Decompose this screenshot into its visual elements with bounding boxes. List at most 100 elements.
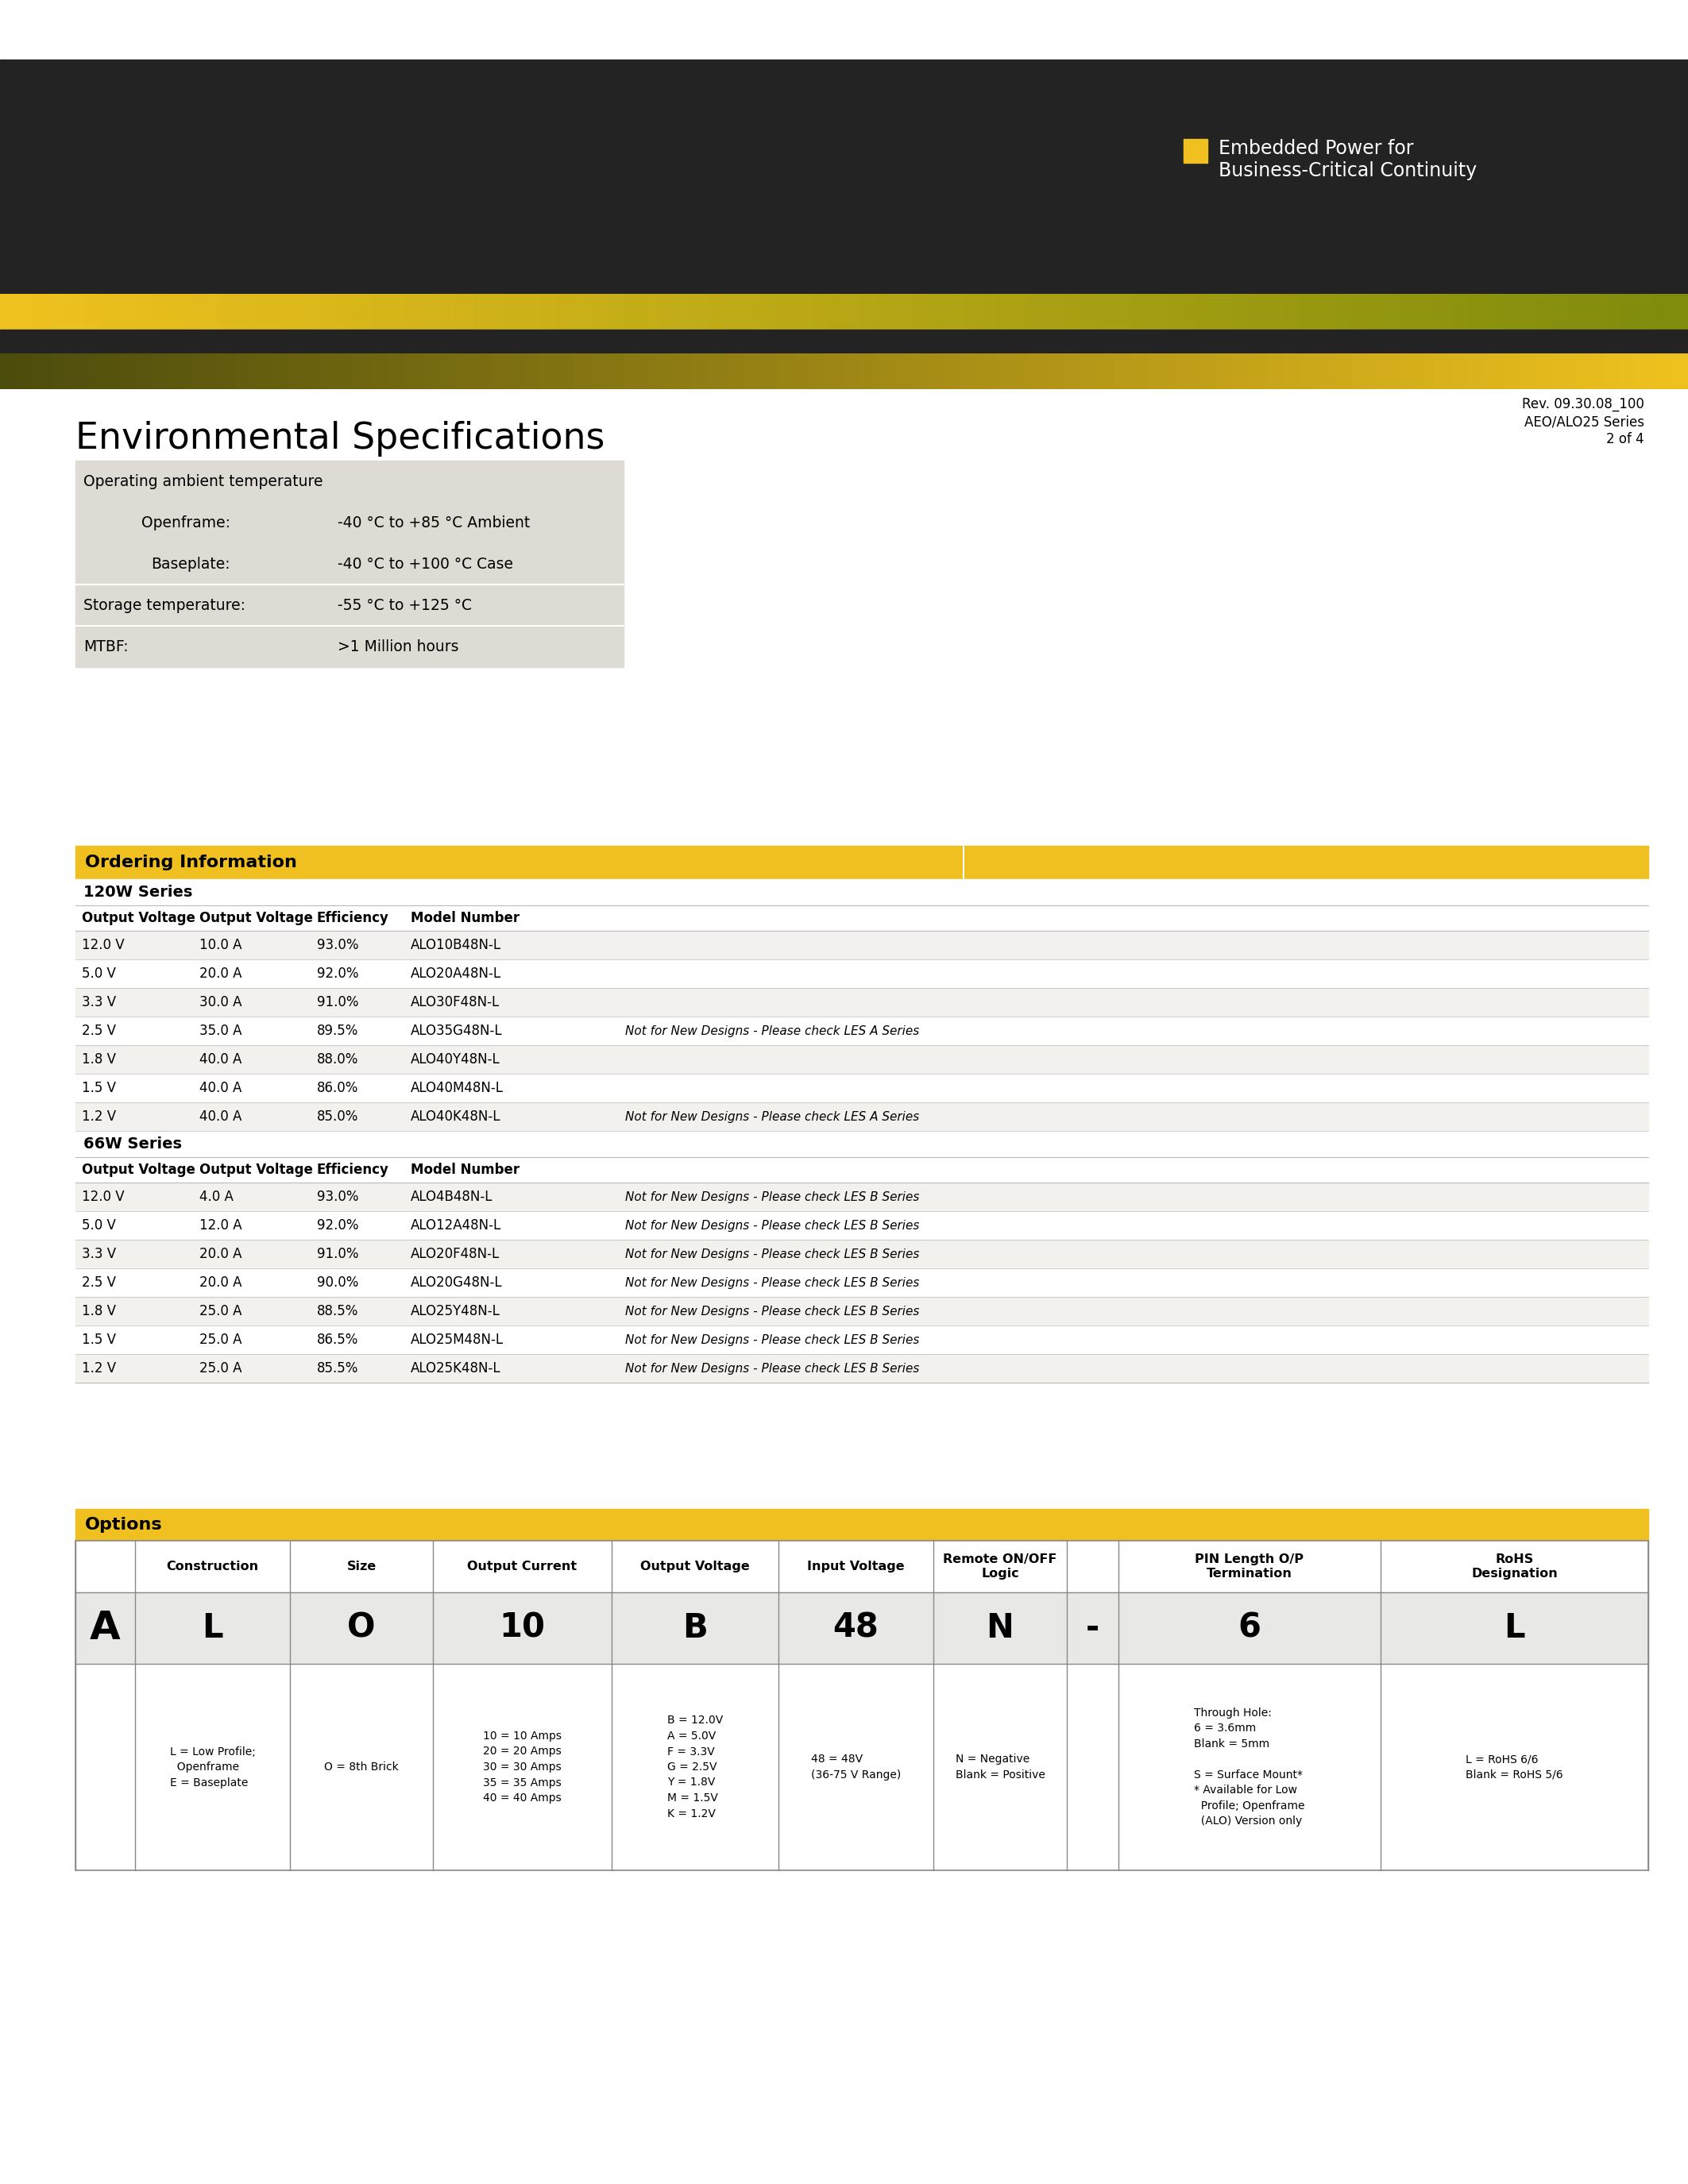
- Text: 12.0 V: 12.0 V: [81, 1190, 125, 1203]
- Text: Environmental Specifications: Environmental Specifications: [76, 422, 604, 456]
- Text: 20.0 A: 20.0 A: [199, 1275, 241, 1291]
- Text: O = 8th Brick: O = 8th Brick: [324, 1762, 398, 1773]
- Text: ALO25K48N-L: ALO25K48N-L: [410, 1361, 501, 1376]
- Text: 1.8 V: 1.8 V: [81, 1304, 116, 1319]
- Text: Remote ON/OFF
Logic: Remote ON/OFF Logic: [944, 1553, 1057, 1579]
- Bar: [76, 1354, 1647, 1382]
- Bar: [76, 1509, 1647, 1540]
- Text: ALO40Y48N-L: ALO40Y48N-L: [410, 1053, 500, 1066]
- Text: 4.0 A: 4.0 A: [199, 1190, 233, 1203]
- Text: Not for New Designs - Please check LES B Series: Not for New Designs - Please check LES B…: [625, 1247, 920, 1260]
- Text: Not for New Designs - Please check LES B Series: Not for New Designs - Please check LES B…: [625, 1278, 920, 1289]
- Text: -: -: [1085, 1612, 1099, 1645]
- Text: Not for New Designs - Please check LES B Series: Not for New Designs - Please check LES B…: [625, 1190, 920, 1203]
- Text: 12.0 A: 12.0 A: [199, 1219, 241, 1232]
- Text: 86.5%: 86.5%: [317, 1332, 358, 1348]
- Text: Storage temperature:: Storage temperature:: [83, 598, 245, 614]
- Text: 10: 10: [500, 1612, 545, 1645]
- Bar: [76, 845, 1647, 880]
- Text: 89.5%: 89.5%: [317, 1024, 358, 1037]
- Text: Output Voltage: Output Voltage: [640, 1562, 749, 1572]
- Text: B = 12.0V
A = 5.0V
F = 3.3V
G = 2.5V
Y = 1.8V
M = 1.5V
K = 1.2V: B = 12.0V A = 5.0V F = 3.3V G = 2.5V Y =…: [667, 1714, 722, 1819]
- Text: Not for New Designs - Please check LES B Series: Not for New Designs - Please check LES B…: [625, 1334, 920, 1345]
- Bar: [76, 1540, 1647, 1592]
- Text: ALO25M48N-L: ALO25M48N-L: [410, 1332, 503, 1348]
- Text: Ordering Information: Ordering Information: [84, 854, 297, 871]
- Text: >1 Million hours: >1 Million hours: [338, 640, 459, 653]
- Bar: [76, 585, 623, 627]
- Text: 2.5 V: 2.5 V: [81, 1275, 116, 1291]
- Text: ALO40K48N-L: ALO40K48N-L: [410, 1109, 501, 1125]
- Text: -40 °C to +100 °C Case: -40 °C to +100 °C Case: [338, 557, 513, 572]
- Text: 88.5%: 88.5%: [317, 1304, 358, 1319]
- Text: 93.0%: 93.0%: [317, 937, 358, 952]
- Text: L: L: [203, 1612, 223, 1645]
- Text: 1.5 V: 1.5 V: [81, 1081, 116, 1094]
- Text: 48: 48: [832, 1612, 879, 1645]
- Text: ALO20F48N-L: ALO20F48N-L: [410, 1247, 500, 1260]
- Text: Output Voltage: Output Voltage: [199, 911, 312, 926]
- Text: PIN Length O/P
Termination: PIN Length O/P Termination: [1195, 1553, 1303, 1579]
- Bar: [76, 1297, 1647, 1326]
- Text: ALO4B48N-L: ALO4B48N-L: [410, 1190, 493, 1203]
- Text: 25.0 A: 25.0 A: [199, 1361, 241, 1376]
- Bar: [76, 930, 1647, 959]
- Text: RoHS
Designation: RoHS Designation: [1472, 1553, 1558, 1579]
- Text: Rev. 09.30.08_100: Rev. 09.30.08_100: [1523, 397, 1644, 411]
- Bar: [76, 987, 1647, 1016]
- Text: 40.0 A: 40.0 A: [199, 1081, 241, 1094]
- Text: 1.2 V: 1.2 V: [81, 1361, 116, 1376]
- Bar: [76, 1075, 1647, 1103]
- Text: Output Current: Output Current: [468, 1562, 577, 1572]
- Text: Output Voltage: Output Voltage: [81, 1162, 196, 1177]
- Text: 25.0 A: 25.0 A: [199, 1304, 241, 1319]
- Bar: [76, 1016, 1647, 1046]
- Text: -55 °C to +125 °C: -55 °C to +125 °C: [338, 598, 473, 614]
- Bar: [76, 959, 1647, 987]
- Text: 1.2 V: 1.2 V: [81, 1109, 116, 1125]
- Text: 1.5 V: 1.5 V: [81, 1332, 116, 1348]
- Text: 6: 6: [1237, 1612, 1261, 1645]
- Text: 30.0 A: 30.0 A: [199, 996, 241, 1009]
- Bar: [76, 1212, 1647, 1241]
- Text: L = Low Profile;
  Openframe
E = Baseplate: L = Low Profile; Openframe E = Baseplate: [169, 1745, 255, 1789]
- Text: 85.5%: 85.5%: [317, 1361, 358, 1376]
- Text: Not for New Designs - Please check LES B Series: Not for New Designs - Please check LES B…: [625, 1219, 920, 1232]
- Text: 20.0 A: 20.0 A: [199, 1247, 241, 1260]
- Text: -40 °C to +85 °C Ambient: -40 °C to +85 °C Ambient: [338, 515, 530, 531]
- Text: Not for New Designs - Please check LES B Series: Not for New Designs - Please check LES B…: [625, 1363, 920, 1374]
- Text: Openframe:: Openframe:: [142, 515, 230, 531]
- Text: Operating ambient temperature: Operating ambient temperature: [83, 474, 322, 489]
- Text: 3.3 V: 3.3 V: [81, 996, 116, 1009]
- Bar: [0, 59, 1688, 295]
- Text: 25.0 A: 25.0 A: [199, 1332, 241, 1348]
- Bar: [76, 1664, 1647, 1870]
- Text: 92.0%: 92.0%: [317, 968, 358, 981]
- Text: 86.0%: 86.0%: [317, 1081, 358, 1094]
- Text: Output Voltage: Output Voltage: [199, 1162, 312, 1177]
- Text: 2 of 4: 2 of 4: [1607, 432, 1644, 446]
- Text: 12.0 V: 12.0 V: [81, 937, 125, 952]
- Text: ALO35G48N-L: ALO35G48N-L: [410, 1024, 503, 1037]
- Bar: [76, 1241, 1647, 1269]
- Bar: [76, 1269, 1647, 1297]
- Text: ALO40M48N-L: ALO40M48N-L: [410, 1081, 503, 1094]
- Bar: [76, 627, 623, 666]
- Text: Business-Critical Continuity: Business-Critical Continuity: [1219, 162, 1477, 181]
- Text: 66W Series: 66W Series: [83, 1136, 182, 1151]
- Text: 91.0%: 91.0%: [317, 996, 358, 1009]
- Text: 5.0 V: 5.0 V: [81, 1219, 116, 1232]
- Text: 40.0 A: 40.0 A: [199, 1053, 241, 1066]
- Text: 10.0 A: 10.0 A: [199, 937, 241, 952]
- Text: Model Number: Model Number: [410, 1162, 520, 1177]
- Text: ALO12A48N-L: ALO12A48N-L: [410, 1219, 501, 1232]
- Text: ALO10B48N-L: ALO10B48N-L: [410, 937, 501, 952]
- Text: N = Negative
Blank = Positive: N = Negative Blank = Positive: [955, 1754, 1045, 1780]
- Text: ALO30F48N-L: ALO30F48N-L: [410, 996, 500, 1009]
- Bar: [76, 1540, 1647, 1870]
- Bar: [76, 906, 1647, 930]
- Text: Options: Options: [84, 1518, 162, 1533]
- Text: 3.3 V: 3.3 V: [81, 1247, 116, 1260]
- Text: 48 = 48V
(36-75 V Range): 48 = 48V (36-75 V Range): [810, 1754, 901, 1780]
- Text: Output Voltage: Output Voltage: [81, 911, 196, 926]
